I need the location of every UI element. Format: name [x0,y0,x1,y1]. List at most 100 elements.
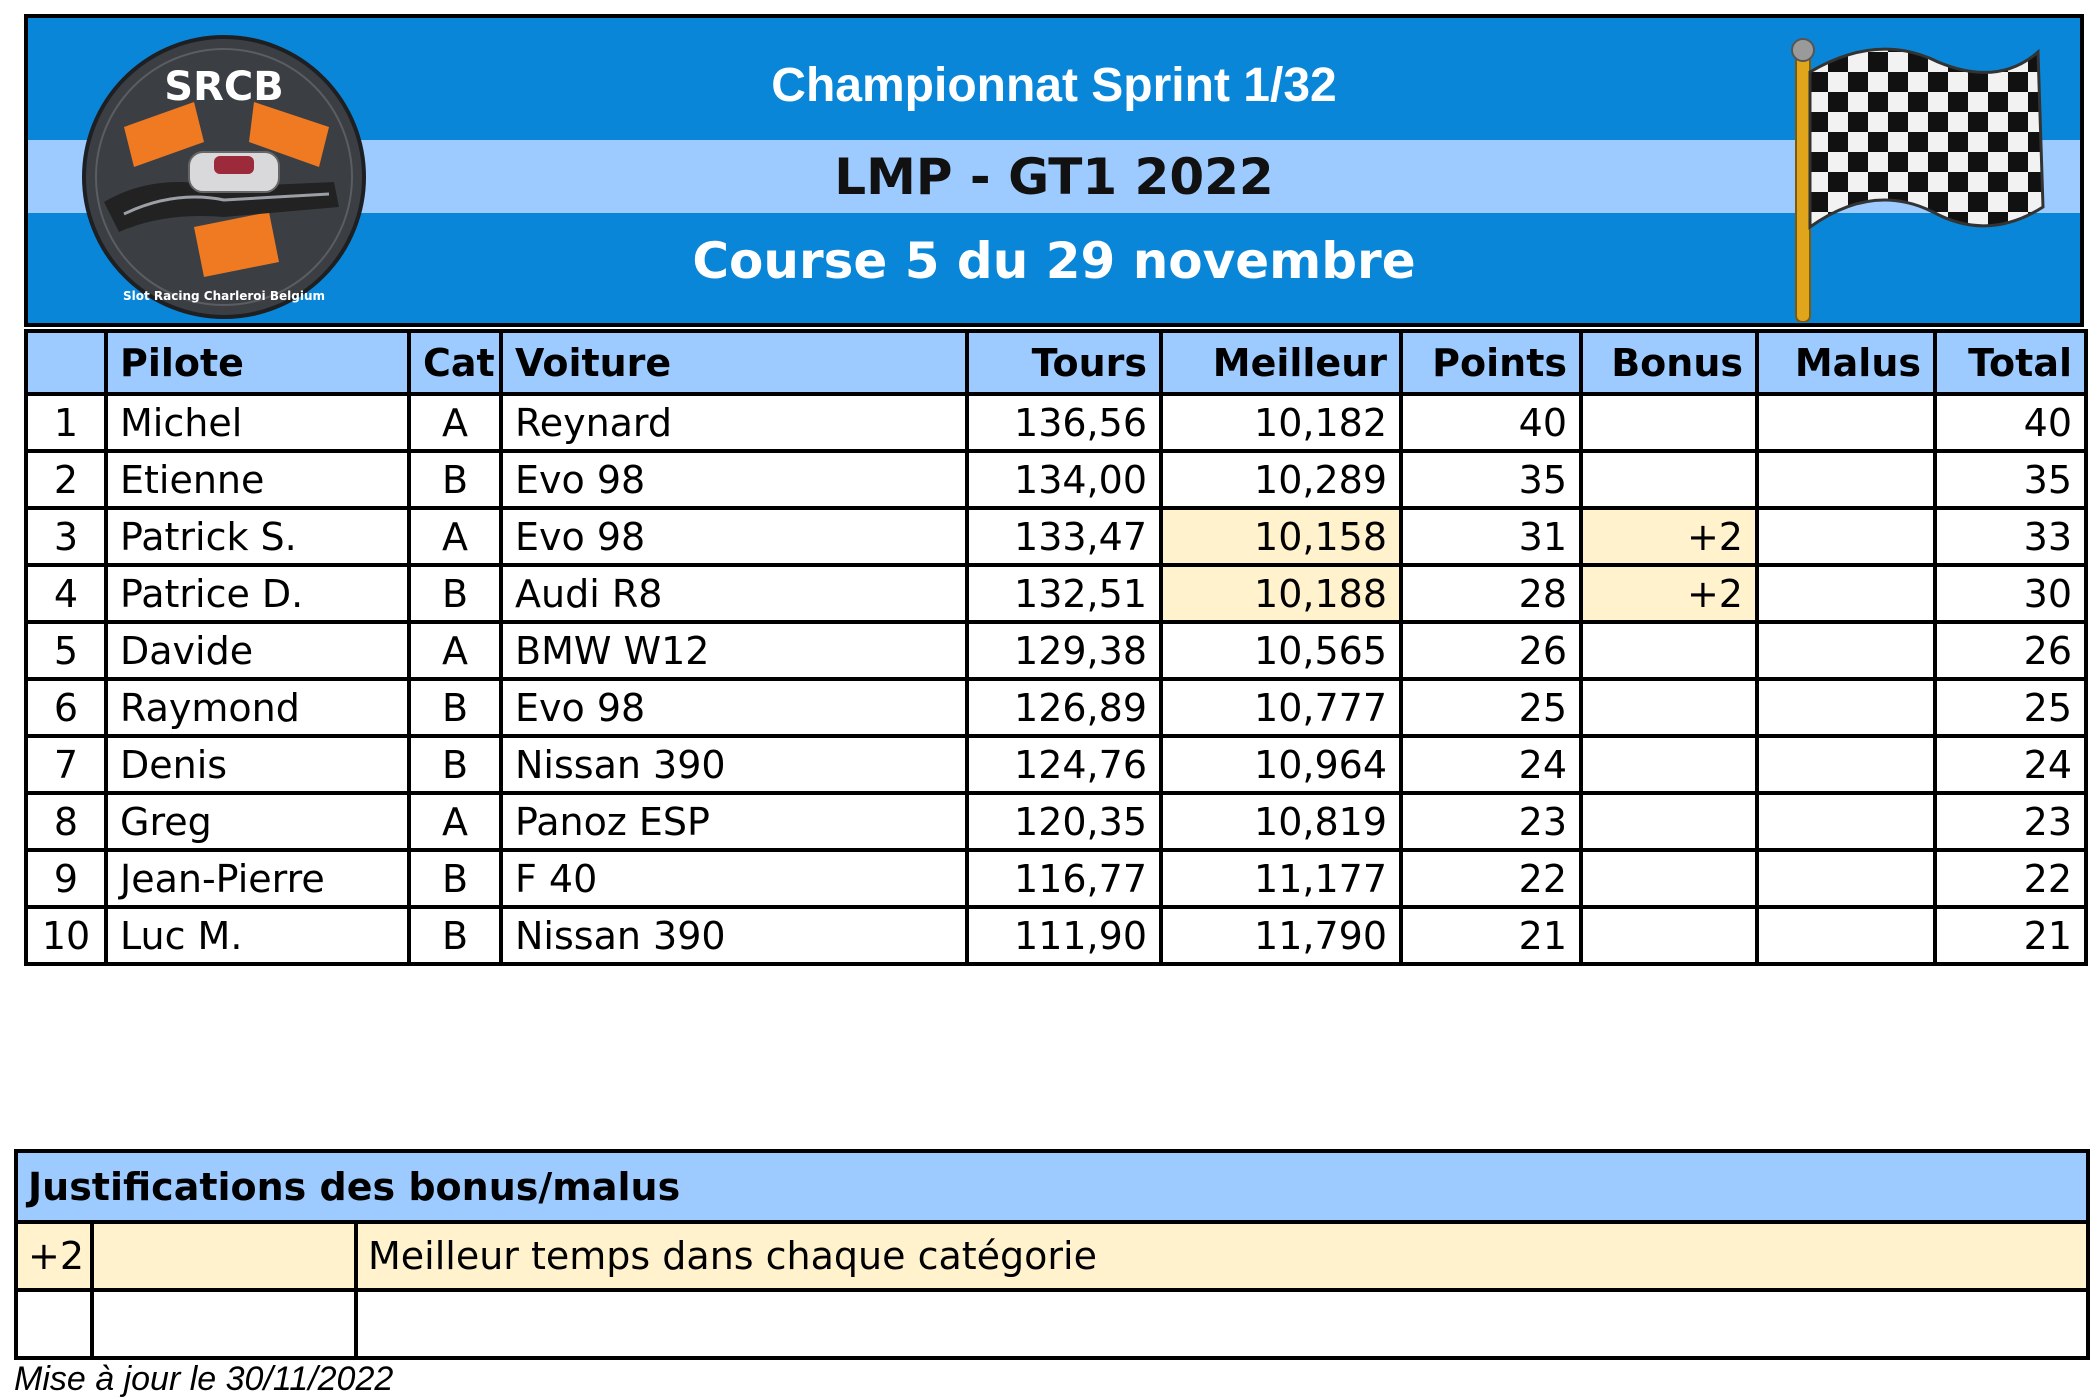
cell-points: 28 [1399,563,1583,624]
results-table: Pilote Cat Voiture Tours Meilleur Points… [24,329,2088,966]
cell-tours: 126,89 [965,677,1163,738]
cell-meilleur: 10,289 [1159,449,1403,510]
table-row: 5 Davide A BMW W12 129,38 10,565 26 26 [24,620,2088,681]
race-title: Course 5 du 29 novembre [692,232,1416,290]
table-row: 10 Luc M. B Nissan 390 111,90 11,790 21 21 [24,905,2088,966]
cell-points: 23 [1399,791,1583,852]
col-header-total: Total [1933,329,2088,396]
cell-total: 23 [1933,791,2088,852]
cell-total: 35 [1933,449,2088,510]
cell-cat: B [407,905,503,966]
col-header-bonus: Bonus [1579,329,1759,396]
cell-cat: B [407,563,503,624]
cell-cat: B [407,734,503,795]
cell-tours: 132,51 [965,563,1163,624]
cell-tours: 116,77 [965,848,1163,909]
results-body: 1 Michel A Reynard 136,56 10,182 40 40 2 Etienne B… [24,392,2088,966]
cell-pilote: Jean-Pierre [104,848,411,909]
cell-voiture: Evo 98 [499,677,969,738]
cell-total: 21 [1933,905,2088,966]
table-row: 9 Jean-Pierre B F 40 116,77 11,177 22 22 [24,848,2088,909]
col-header-cat: Cat [407,329,503,396]
justifications-table: Justifications des bonus/malus +2 Meille… [13,1149,2091,1360]
cell-meilleur: 10,964 [1159,734,1403,795]
justification-row [14,1288,2091,1360]
srcb-logo: SRCB Slot Racing Charleroi Belgium [82,35,366,319]
cell-pilote: Patrick S. [104,506,411,567]
cell-bonus [1579,449,1759,510]
cell-pos: 1 [24,392,108,453]
cell-pilote: Luc M. [104,905,411,966]
cell-meilleur: 10,777 [1159,677,1403,738]
cell-total: 26 [1933,620,2088,681]
justification-extra [90,1288,358,1360]
logo-caption: Slot Racing Charleroi Belgium [123,289,325,303]
cell-tours: 133,47 [965,506,1163,567]
col-header-voiture: Voiture [499,329,969,396]
page-title: Championnat Sprint 1/32 [771,59,1337,112]
table-row: 3 Patrick S. A Evo 98 133,47 10,158 31 +2 33 [24,506,2088,567]
col-header-points: Points [1399,329,1583,396]
cell-malus [1755,449,1937,510]
cell-cat: A [407,392,503,453]
cell-bonus: +2 [1579,563,1759,624]
cell-total: 30 [1933,563,2088,624]
cell-cat: B [407,848,503,909]
cell-malus [1755,506,1937,567]
table-row: 7 Denis B Nissan 390 124,76 10,964 24 24 [24,734,2088,795]
cell-points: 40 [1399,392,1583,453]
cell-total: 22 [1933,848,2088,909]
cell-bonus [1579,791,1759,852]
cell-pilote: Patrice D. [104,563,411,624]
table-row: 2 Etienne B Evo 98 134,00 10,289 35 35 [24,449,2088,510]
cell-bonus [1579,620,1759,681]
cell-bonus [1579,392,1759,453]
cell-pos: 9 [24,848,108,909]
cell-pos: 6 [24,677,108,738]
justification-value [14,1288,94,1360]
cell-bonus: +2 [1579,506,1759,567]
cell-points: 31 [1399,506,1583,567]
cell-tours: 134,00 [965,449,1163,510]
cell-meilleur: 11,177 [1159,848,1403,909]
col-header-malus: Malus [1755,329,1937,396]
cell-malus [1755,905,1937,966]
cell-voiture: Reynard [499,392,969,453]
cell-pilote: Denis [104,734,411,795]
cell-pos: 5 [24,620,108,681]
cell-total: 40 [1933,392,2088,453]
cell-cat: A [407,791,503,852]
cell-total: 25 [1933,677,2088,738]
cell-tours: 111,90 [965,905,1163,966]
cell-pos: 7 [24,734,108,795]
checkered-flag-icon [1791,38,2045,322]
cell-malus [1755,563,1937,624]
cell-pos: 10 [24,905,108,966]
cell-malus [1755,791,1937,852]
table-row: 6 Raymond B Evo 98 126,89 10,777 25 25 [24,677,2088,738]
cell-pilote: Greg [104,791,411,852]
cell-voiture: BMW W12 [499,620,969,681]
col-header-tours: Tours [965,329,1163,396]
cell-tours: 120,35 [965,791,1163,852]
cell-malus [1755,620,1937,681]
justification-extra [90,1220,358,1292]
cell-bonus [1579,677,1759,738]
justifications-title: Justifications des bonus/malus [13,1149,2091,1224]
cell-tours: 136,56 [965,392,1163,453]
cell-malus [1755,848,1937,909]
cell-tours: 129,38 [965,620,1163,681]
cell-malus [1755,734,1937,795]
cell-meilleur: 10,565 [1159,620,1403,681]
cell-voiture: Panoz ESP [499,791,969,852]
cell-points: 35 [1399,449,1583,510]
cell-malus [1755,392,1937,453]
cell-bonus [1579,734,1759,795]
cell-meilleur: 10,158 [1159,506,1403,567]
cell-pos: 4 [24,563,108,624]
cell-pos: 3 [24,506,108,567]
cell-cat: B [407,449,503,510]
cell-voiture: Nissan 390 [499,734,969,795]
justification-text [353,1288,2091,1360]
cell-pos: 2 [24,449,108,510]
